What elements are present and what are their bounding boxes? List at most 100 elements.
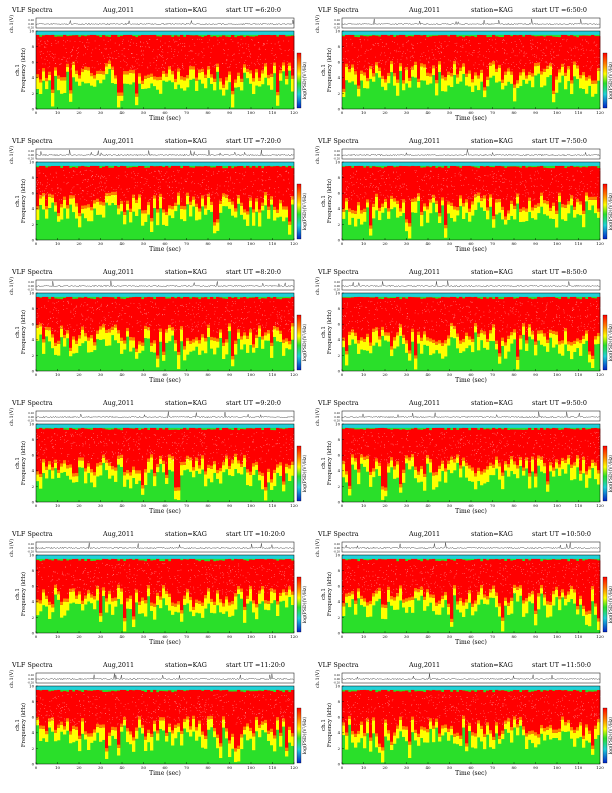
speckle: [106, 187, 107, 188]
speckle: [570, 48, 571, 49]
speckle: [226, 194, 227, 195]
speckle: [168, 178, 169, 179]
speckle: [199, 197, 200, 198]
speckle: [239, 50, 240, 51]
speckle: [552, 179, 553, 180]
speckle: [588, 43, 589, 44]
band-column-mid: [99, 74, 102, 84]
band-column-high: [276, 327, 279, 330]
band-column-high: [543, 200, 546, 203]
speckle: [155, 305, 156, 306]
speckle: [516, 193, 517, 194]
speckle: [101, 306, 102, 307]
speckle: [73, 171, 74, 172]
speckle: [37, 184, 38, 185]
spectrogram-heatmap: [342, 162, 600, 240]
speckle: [144, 43, 145, 44]
speckle: [359, 62, 360, 63]
speckle: [202, 182, 203, 183]
speckle: [492, 177, 493, 178]
speckle: [130, 67, 131, 68]
speckle: [59, 64, 60, 65]
speckle: [447, 322, 448, 323]
speckle: [537, 328, 538, 329]
band-column-high: [543, 69, 546, 72]
band-column-high: [561, 204, 564, 207]
band-column-high: [90, 335, 93, 338]
speckle: [247, 186, 248, 187]
speckle: [495, 191, 496, 192]
speckle: [78, 194, 79, 195]
speckle: [173, 192, 174, 193]
speckle: [140, 322, 141, 323]
speckle: [181, 201, 182, 202]
speckle: [200, 306, 201, 307]
speckle: [469, 196, 470, 197]
speckle: [112, 303, 113, 304]
speckle: [483, 181, 484, 182]
speckle: [520, 329, 521, 330]
speckle: [102, 186, 103, 187]
band-column-mid: [96, 74, 99, 80]
speckle: [210, 198, 211, 199]
band-column-saturated: [477, 298, 480, 336]
speckle: [122, 50, 123, 51]
speckle: [198, 309, 199, 310]
speckle: [226, 44, 227, 45]
speckle: [241, 326, 242, 327]
speckle: [384, 53, 385, 54]
speckle: [192, 310, 193, 311]
speckle: [504, 62, 505, 63]
band-column-high: [519, 72, 522, 75]
speckle: [236, 172, 237, 173]
band-column-high: [135, 93, 138, 96]
waveform-tick-label: 0.20: [334, 280, 340, 284]
speckle: [479, 176, 480, 177]
band-column-mid: [399, 211, 402, 216]
speckle: [195, 307, 196, 308]
speckle: [504, 302, 505, 303]
x-tick-label: 110: [575, 372, 583, 377]
speckle: [531, 179, 532, 180]
speckle: [106, 195, 107, 196]
speckle: [553, 64, 554, 65]
speckle: [226, 43, 227, 44]
speckle: [379, 183, 380, 184]
band-column-mid: [390, 199, 393, 209]
speckle: [381, 331, 382, 332]
band-column-saturated: [96, 428, 99, 466]
band-column-saturated: [588, 297, 591, 355]
speckle: [433, 59, 434, 60]
speckle: [381, 195, 382, 196]
band-column-saturated: [498, 37, 501, 68]
band-column-mid: [402, 83, 405, 90]
speckle: [591, 321, 592, 322]
speckle: [594, 320, 595, 321]
speckle: [228, 49, 229, 50]
speckle: [235, 304, 236, 305]
band-column-saturated: [399, 165, 402, 211]
speckle: [565, 59, 566, 60]
speckle: [219, 322, 220, 323]
speckle: [58, 310, 59, 311]
speckle: [578, 316, 579, 317]
band-column-high: [417, 332, 420, 335]
band-column-saturated: [48, 428, 51, 464]
band-top-floor: [36, 31, 294, 35]
speckle: [416, 197, 417, 198]
speckle: [168, 304, 169, 305]
band-column-high: [51, 467, 54, 470]
band-column-saturated: [576, 167, 579, 202]
speckle: [264, 70, 265, 71]
speckle: [425, 176, 426, 177]
speckle: [71, 327, 72, 328]
speckle: [547, 327, 548, 328]
band-column-saturated: [522, 166, 525, 211]
speckle: [552, 67, 553, 68]
speckle: [559, 317, 560, 318]
speckle: [546, 48, 547, 49]
y-tick-label: 8: [338, 175, 341, 180]
speckle: [197, 195, 198, 196]
speckle: [412, 48, 413, 49]
speckle: [499, 179, 500, 180]
